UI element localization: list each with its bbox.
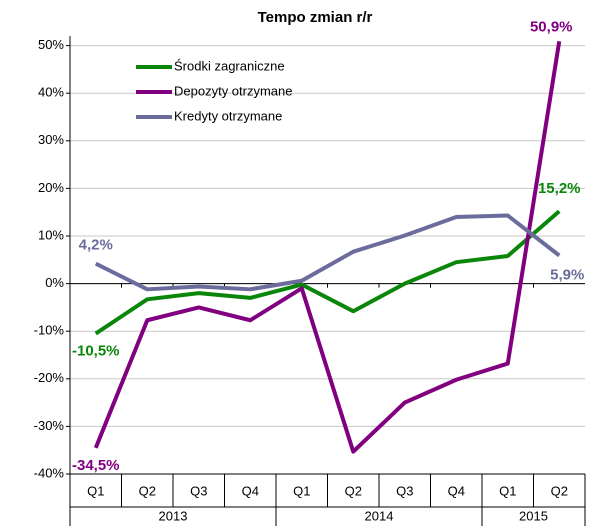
y-tick-label: 30% (38, 132, 64, 147)
y-tick-label: 10% (38, 227, 64, 242)
y-tick-label: 0% (45, 275, 64, 290)
series-line (93, 41, 562, 454)
group-label: 2015 (519, 508, 548, 523)
y-tick-label: -40% (34, 465, 65, 480)
data-label: 4,2% (79, 237, 113, 254)
chart-title: Tempo zmian r/r (258, 9, 373, 26)
legend-label: Kredyty otrzymane (174, 108, 282, 123)
y-tick-label: 40% (38, 85, 64, 100)
legend-label: Środki zagraniczne (174, 58, 285, 73)
y-tick-label: -20% (34, 370, 65, 385)
x-tick-label: Q1 (87, 483, 104, 498)
data-label: 5,9% (550, 266, 584, 283)
data-label: 50,9% (530, 18, 573, 35)
data-label: -34,5% (72, 457, 120, 474)
x-tick-label: Q2 (139, 483, 156, 498)
x-tick-label: Q1 (293, 483, 310, 498)
x-tick-label: Q2 (551, 483, 568, 498)
series-line (94, 213, 561, 292)
x-tick-label: Q4 (242, 483, 259, 498)
x-tick-label: Q1 (499, 483, 516, 498)
x-tick-label: Q4 (448, 483, 465, 498)
x-tick-label: Q3 (396, 483, 413, 498)
x-tick-label: Q3 (190, 483, 207, 498)
y-tick-label: 50% (38, 37, 64, 52)
data-label: -10,5% (72, 343, 120, 360)
y-tick-label: -10% (34, 323, 65, 338)
x-tick-label: Q2 (345, 483, 362, 498)
group-label: 2014 (365, 508, 394, 523)
y-tick-label: 20% (38, 180, 64, 195)
series-line (94, 209, 561, 336)
y-tick-label: -30% (34, 418, 65, 433)
group-label: 2013 (159, 508, 188, 523)
data-label: 15,2% (538, 180, 581, 197)
legend-label: Depozyty otrzymane (174, 83, 293, 98)
